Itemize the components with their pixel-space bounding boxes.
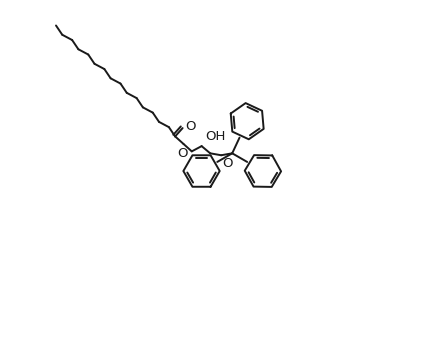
Text: O: O [178, 147, 188, 160]
Text: O: O [222, 157, 232, 170]
Text: O: O [185, 120, 196, 133]
Text: OH: OH [205, 130, 225, 143]
